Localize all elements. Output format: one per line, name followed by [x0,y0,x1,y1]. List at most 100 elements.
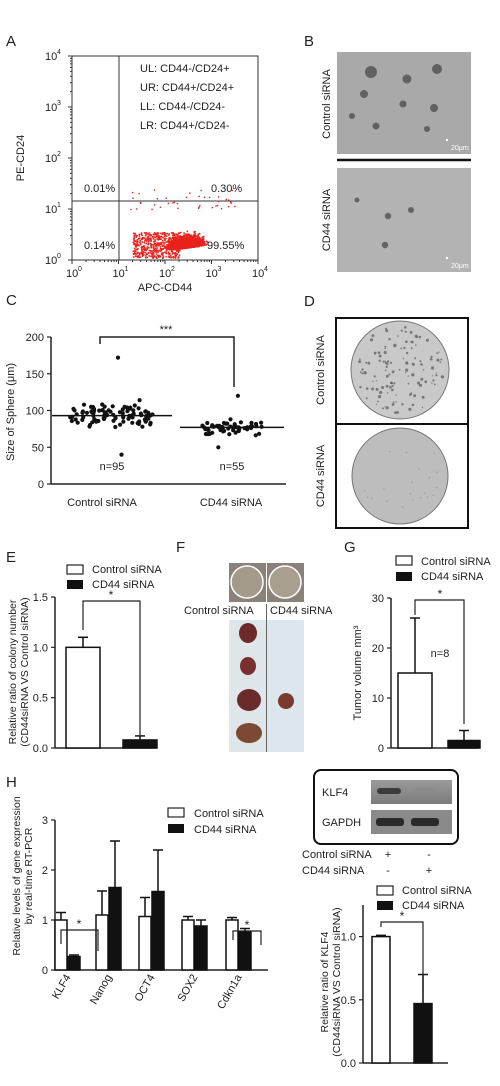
e-bar-control [65,646,101,749]
flow-event [150,255,153,257]
flow-event [201,241,203,243]
colony [377,395,382,399]
c-n-label-control: n=95 [100,461,125,473]
colony [382,360,385,363]
flow-event [188,243,190,245]
y-tick-label: 0 [42,965,48,977]
flow-event [198,240,201,243]
flow-event [178,243,181,245]
colony [403,346,406,350]
flow-event [176,247,179,250]
flow-event [193,235,196,238]
h-bar-cd44 [67,955,81,971]
flow-event [172,245,175,247]
flow-event [153,236,155,238]
flow-event [144,247,147,250]
f-well-control [230,565,264,599]
y-tick-exponent: 3 [57,100,61,107]
colony [420,497,422,499]
flow-event [163,237,166,240]
flow-event [156,243,159,245]
flow-event [198,244,200,247]
colony [398,368,401,371]
sphere [349,113,355,119]
sphere-dot [126,416,131,421]
y-tick-label: 1.0 [341,932,356,944]
flow-event [196,245,199,248]
flow-event [160,238,163,240]
flow-event [228,199,230,201]
flow-event [161,244,163,246]
g-bar-control [397,672,433,749]
x-tick-label: 10 [159,268,171,280]
flow-event [136,255,139,258]
flow-event [220,208,223,210]
flow-event [180,243,183,245]
flow-event [162,256,165,259]
colony [397,335,399,337]
colony [395,394,397,396]
y-tick-label: 0 [378,743,384,755]
panel-i: I KLF4 GAPDH Control siRNA + - CD44 siRN… [302,769,472,1070]
flow-event [166,246,169,249]
flow-event [153,256,156,258]
g-bars [397,617,481,749]
flow-event [156,257,158,259]
panel-letter-c: C [6,292,17,309]
h-significance-bracket-klf4 [60,929,99,951]
colony [378,354,382,358]
flow-event [180,235,182,238]
treat-label-cd44: CD44 siRNA [302,865,365,877]
flow-event [150,245,152,248]
flow-event [202,244,204,247]
flow-event [148,242,150,245]
g-significance: * [438,587,443,601]
h-legend-cd44: CD44 siRNA [194,824,257,836]
flow-event [145,255,147,257]
panel-f: F Control siRNA CD44 siRNA [176,539,333,752]
flow-event [156,238,158,240]
colony [402,357,405,360]
colony [411,403,415,407]
treat-label-control: Control siRNA [302,849,372,861]
colony [432,379,435,382]
flow-event [144,238,147,241]
y-tick-label: 1.0 [33,642,48,654]
colony [420,377,424,381]
flow-event [156,247,159,249]
colony [373,351,377,355]
panel-b: B 20μm 20μm Control siRNA CD44 siRNA [304,33,471,272]
d-row-label-cd44: CD44 siRNA [315,444,327,507]
sphere-dot [257,431,262,436]
sphere-dot [120,411,125,416]
flow-event [172,248,174,251]
flow-event [136,208,138,210]
flow-event [141,250,143,252]
flow-event [152,256,154,258]
sphere-size-dots [52,355,284,457]
quadrant-legend-ul: UL: CD44-/CD24+ [140,63,230,75]
flow-event [199,237,201,240]
flow-event [151,250,153,253]
flow-event [177,256,180,259]
g-legend-control: Control siRNA [421,556,491,568]
colony [412,499,414,501]
flow-event [136,251,139,254]
flow-event [168,233,170,235]
h-category-label: SOX2 [176,973,201,1004]
flow-event [145,232,148,234]
colony [417,381,420,385]
flow-event [176,234,179,237]
flow-event [158,237,161,240]
f-tumor-4 [236,723,262,743]
flow-event [173,242,175,245]
flow-event [167,246,170,249]
i-y-axis-label-2: (CD44siRNA VS Control siRNA) [331,907,343,1056]
flow-event [140,246,143,248]
flow-event [197,244,199,247]
sphere [384,212,392,220]
colony [378,359,381,362]
colony [410,347,413,350]
flow-event [145,249,147,252]
colony [393,382,396,385]
